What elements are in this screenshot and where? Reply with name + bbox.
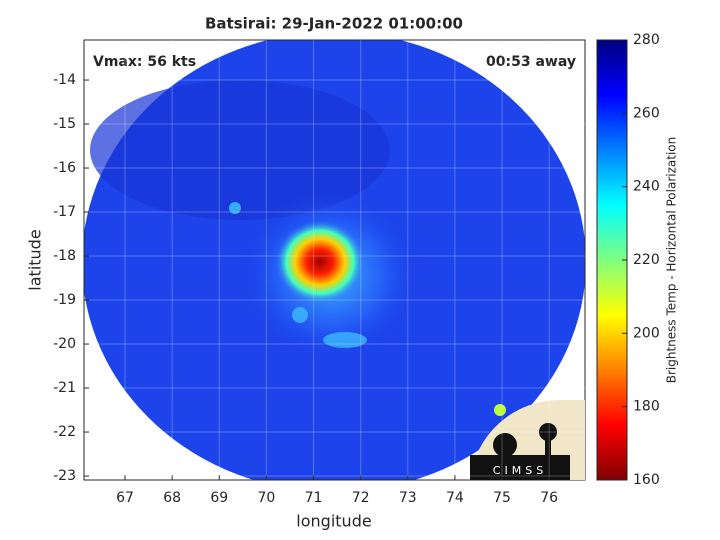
y-axis-label: latitude (26, 229, 45, 290)
colorbar-tick-label: 280 (633, 32, 660, 48)
x-tick-label: 71 (305, 490, 323, 506)
x-tick-label: 67 (116, 490, 134, 506)
colorbar-tick-label: 200 (633, 325, 660, 341)
cloud-cell (494, 404, 506, 416)
y-tick-label: -21 (53, 380, 76, 396)
colorbar-tick-label: 260 (633, 105, 660, 121)
chart-title: Batsirai: 29-Jan-2022 01:00:00 (205, 15, 463, 33)
colorbar-tick-label: 180 (633, 399, 660, 415)
colorbar-tick-label: 240 (633, 179, 660, 195)
x-tick-label: 74 (446, 490, 464, 506)
x-tick-label: 75 (493, 490, 511, 506)
annotation: 00:53 away (486, 54, 576, 70)
logo-text: CIMSS (493, 464, 547, 477)
y-tick-label: -22 (53, 424, 76, 440)
cloud-cell (229, 202, 241, 214)
annotation: Vmax: 56 kts (93, 54, 196, 70)
colorbar-label: Brightness Temp - Horizontal Polarizatio… (665, 137, 679, 384)
cloud-cell (292, 307, 308, 323)
plot-frame (83, 39, 586, 481)
cimss-logo: CIMSS (470, 399, 585, 480)
storm-core (275, 220, 365, 304)
colorbar-tick-label: 220 (633, 252, 660, 268)
y-tick-label: -16 (53, 160, 76, 176)
colorbar-tick-label: 160 (633, 472, 660, 488)
x-tick-label: 73 (399, 490, 417, 506)
y-tick-label: -14 (53, 72, 76, 88)
x-tick-label: 69 (210, 490, 228, 506)
y-tick-label: -19 (53, 292, 76, 308)
x-tick-label: 76 (540, 490, 558, 506)
y-tick-label: -17 (53, 204, 76, 220)
y-tick-label: -23 (53, 468, 76, 484)
cloud-cell (323, 332, 367, 348)
x-axis-label: longitude (296, 512, 371, 531)
y-tick-label: -20 (53, 336, 76, 352)
y-tick-label: -18 (53, 248, 76, 264)
satellite-image (84, 40, 585, 480)
y-tick-label: -15 (53, 116, 76, 132)
x-tick-label: 72 (352, 490, 370, 506)
x-tick-label: 68 (163, 490, 181, 506)
cloud-band (90, 80, 390, 220)
x-tick-label: 70 (257, 490, 275, 506)
